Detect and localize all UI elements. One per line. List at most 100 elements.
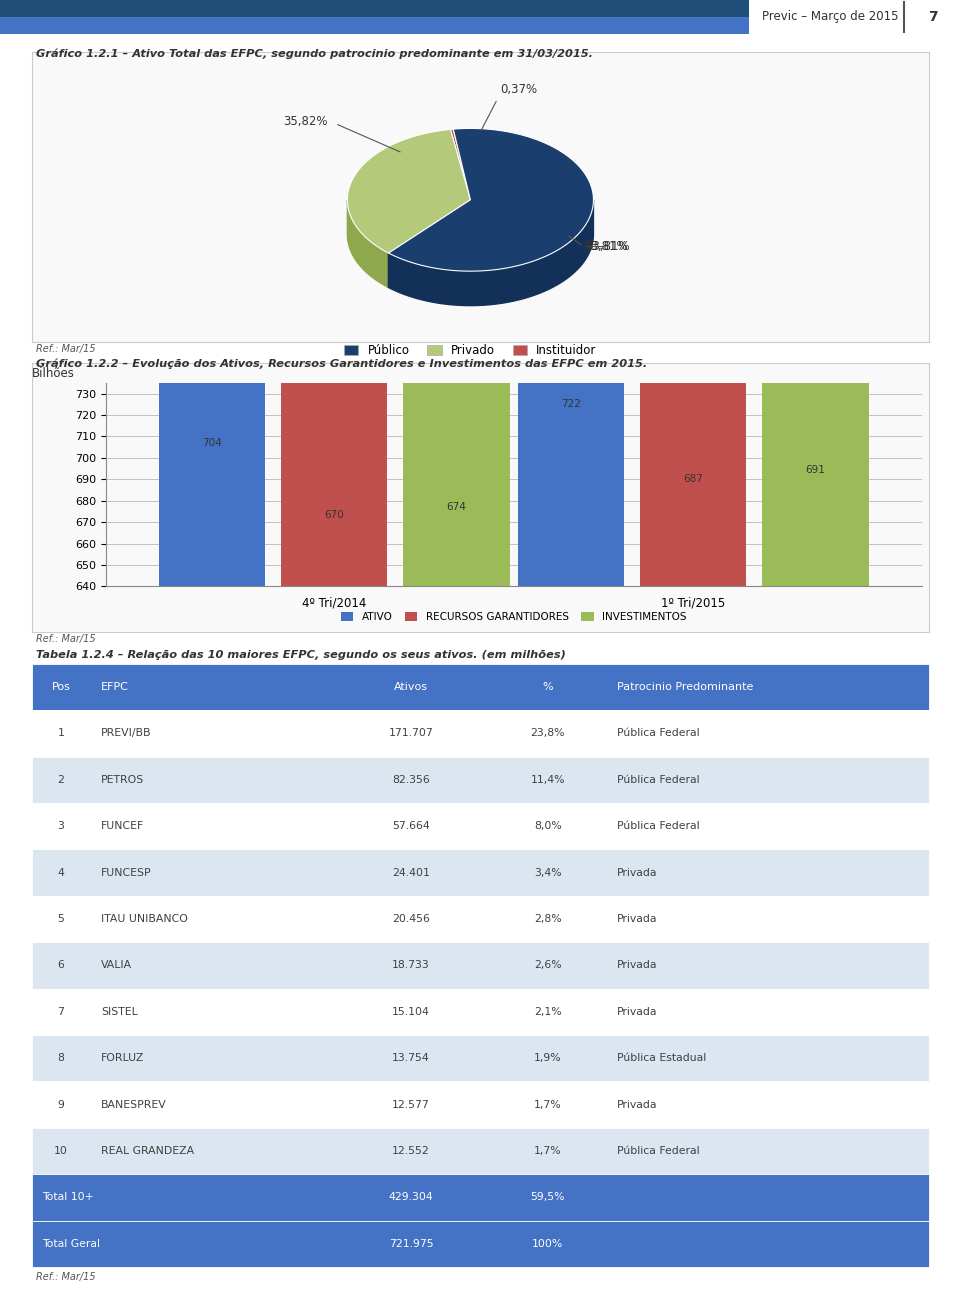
- Text: 2,6%: 2,6%: [534, 960, 562, 971]
- Polygon shape: [389, 129, 593, 271]
- Text: FORLUZ: FORLUZ: [101, 1053, 144, 1063]
- Text: 20.456: 20.456: [392, 914, 430, 924]
- Polygon shape: [389, 200, 593, 305]
- Bar: [32, 803, 929, 849]
- Legend: ATIVO, RECURSOS GARANTIDORES, INVESTIMENTOS: ATIVO, RECURSOS GARANTIDORES, INVESTIMEN…: [337, 607, 690, 626]
- Text: Gráfico 1.2.1 – Ativo Total das EFPC, segundo patrocinio predominante em 31/03/2: Gráfico 1.2.1 – Ativo Total das EFPC, se…: [36, 49, 593, 59]
- Text: SISTEL: SISTEL: [101, 1007, 137, 1017]
- Text: 9: 9: [58, 1100, 64, 1110]
- Text: 63,81%: 63,81%: [585, 240, 630, 253]
- Bar: [403, 0, 510, 586]
- Text: 35,82%: 35,82%: [283, 115, 328, 128]
- Text: Privada: Privada: [617, 1100, 658, 1110]
- Text: FUNCEF: FUNCEF: [101, 821, 144, 831]
- Text: 82.356: 82.356: [392, 775, 430, 785]
- Text: Gráfico 1.2.2 – Evolução dos Ativos, Recursos Garantidores e Investimentos das E: Gráfico 1.2.2 – Evolução dos Ativos, Rec…: [36, 358, 648, 369]
- Text: 63,81%: 63,81%: [584, 240, 628, 253]
- Text: Pública Estadual: Pública Estadual: [617, 1053, 707, 1063]
- Text: Privada: Privada: [617, 867, 658, 878]
- Text: Pública Federal: Pública Federal: [617, 821, 700, 831]
- Text: 691: 691: [805, 465, 826, 476]
- Bar: [32, 1221, 929, 1267]
- Bar: [32, 710, 929, 757]
- Text: 100%: 100%: [532, 1239, 564, 1249]
- Text: 1: 1: [58, 728, 64, 739]
- Text: 674: 674: [446, 501, 467, 512]
- Text: 13.754: 13.754: [392, 1053, 430, 1063]
- Text: 3: 3: [58, 821, 64, 831]
- Text: 10: 10: [54, 1146, 68, 1156]
- Text: 8: 8: [58, 1053, 64, 1063]
- Text: 23,8%: 23,8%: [531, 728, 565, 739]
- Text: Bilhões: Bilhões: [33, 366, 75, 379]
- Text: 2,8%: 2,8%: [534, 914, 562, 924]
- Text: Ativos: Ativos: [394, 682, 428, 692]
- Text: 4: 4: [58, 867, 64, 878]
- Bar: [762, 0, 869, 586]
- Text: 59,5%: 59,5%: [531, 1192, 565, 1203]
- Bar: [32, 664, 929, 710]
- Bar: [281, 0, 387, 586]
- Text: Pública Federal: Pública Federal: [617, 728, 700, 739]
- Bar: [32, 896, 929, 942]
- Text: Pública Federal: Pública Federal: [617, 1146, 700, 1156]
- Bar: [32, 757, 929, 803]
- Bar: [32, 849, 929, 896]
- Legend: Público, Privado, Instituidor: Público, Privado, Instituidor: [340, 339, 601, 362]
- Text: 3,4%: 3,4%: [534, 867, 562, 878]
- Text: Pos: Pos: [52, 682, 70, 692]
- Polygon shape: [389, 200, 470, 287]
- Bar: [32, 1081, 929, 1128]
- Text: Previc – Março de 2015: Previc – Março de 2015: [762, 10, 899, 23]
- Text: 171.707: 171.707: [389, 728, 433, 739]
- Text: 1,9%: 1,9%: [534, 1053, 562, 1063]
- Text: 24.401: 24.401: [392, 867, 430, 878]
- Text: Total Geral: Total Geral: [42, 1239, 101, 1249]
- Text: 2: 2: [58, 775, 64, 785]
- Bar: [0, 17, 749, 34]
- Text: ITAU UNIBANCO: ITAU UNIBANCO: [101, 914, 187, 924]
- Polygon shape: [450, 129, 470, 200]
- Text: Ref.: Mar/15: Ref.: Mar/15: [36, 344, 96, 354]
- Bar: [32, 1174, 929, 1221]
- Text: 0,37%: 0,37%: [500, 84, 537, 97]
- Text: 11,4%: 11,4%: [531, 775, 565, 785]
- Text: 721.975: 721.975: [389, 1239, 433, 1249]
- Text: 6: 6: [58, 960, 64, 971]
- Bar: [32, 1035, 929, 1081]
- Polygon shape: [348, 129, 470, 253]
- Bar: [0, 0, 749, 17]
- Text: Ref.: Mar/15: Ref.: Mar/15: [36, 634, 96, 644]
- Text: REAL GRANDEZA: REAL GRANDEZA: [101, 1146, 194, 1156]
- Text: Privada: Privada: [617, 1007, 658, 1017]
- Text: Patrocinio Predominante: Patrocinio Predominante: [617, 682, 754, 692]
- Text: VALIA: VALIA: [101, 960, 132, 971]
- Text: 704: 704: [202, 437, 222, 447]
- Text: PETROS: PETROS: [101, 775, 144, 785]
- Text: Pública Federal: Pública Federal: [617, 775, 700, 785]
- Text: 8,0%: 8,0%: [534, 821, 562, 831]
- Text: Privada: Privada: [617, 914, 658, 924]
- Bar: [640, 0, 746, 586]
- Bar: [32, 989, 929, 1035]
- Text: 7: 7: [928, 10, 938, 23]
- Text: 687: 687: [684, 474, 703, 485]
- Text: Ref.: Mar/15: Ref.: Mar/15: [36, 1272, 96, 1283]
- Text: 7: 7: [58, 1007, 64, 1017]
- Text: 2,1%: 2,1%: [534, 1007, 562, 1017]
- Text: 1,7%: 1,7%: [534, 1100, 562, 1110]
- Text: 57.664: 57.664: [392, 821, 430, 831]
- Text: 12.552: 12.552: [392, 1146, 430, 1156]
- Text: 18.733: 18.733: [392, 960, 430, 971]
- Polygon shape: [389, 200, 470, 287]
- Text: %: %: [542, 682, 553, 692]
- Text: Privada: Privada: [617, 960, 658, 971]
- Text: 670: 670: [324, 510, 344, 521]
- Bar: [517, 0, 624, 586]
- Text: FUNCESP: FUNCESP: [101, 867, 152, 878]
- Text: Tabela 1.2.4 – Relação das 10 maiores EFPC, segundo os seus ativos. (em milhões): Tabela 1.2.4 – Relação das 10 maiores EF…: [36, 650, 566, 660]
- Polygon shape: [348, 200, 389, 287]
- Text: Total 10+: Total 10+: [42, 1192, 94, 1203]
- Text: EFPC: EFPC: [101, 682, 129, 692]
- Text: 5: 5: [58, 914, 64, 924]
